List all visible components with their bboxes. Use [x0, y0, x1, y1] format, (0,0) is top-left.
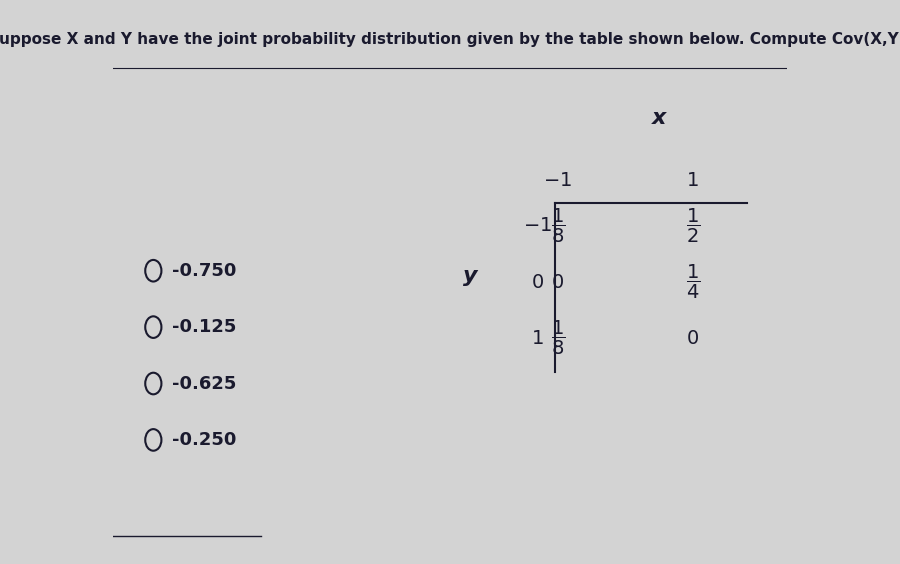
Text: Suppose X and Y have the joint probability distribution given by the table shown: Suppose X and Y have the joint probabili…: [0, 32, 900, 47]
Text: $-1$: $-1$: [544, 171, 572, 190]
Text: -0.750: -0.750: [172, 262, 237, 280]
Text: $0$: $0$: [686, 329, 699, 348]
Text: $\dfrac{1}{8}$: $\dfrac{1}{8}$: [551, 319, 565, 358]
Text: -0.125: -0.125: [172, 318, 237, 336]
Text: $\dfrac{1}{8}$: $\dfrac{1}{8}$: [551, 206, 565, 245]
Text: $0$: $0$: [531, 272, 544, 292]
Text: $-1$: $-1$: [523, 216, 552, 235]
Text: $1$: $1$: [531, 329, 544, 348]
Text: $0$: $0$: [552, 272, 564, 292]
Text: y: y: [463, 266, 478, 287]
Text: $1$: $1$: [687, 171, 699, 190]
Text: -0.250: -0.250: [172, 431, 237, 449]
Text: x: x: [652, 108, 666, 129]
Text: -0.625: -0.625: [172, 374, 237, 393]
Text: $\dfrac{1}{2}$: $\dfrac{1}{2}$: [686, 206, 700, 245]
Text: $\dfrac{1}{4}$: $\dfrac{1}{4}$: [686, 263, 700, 301]
